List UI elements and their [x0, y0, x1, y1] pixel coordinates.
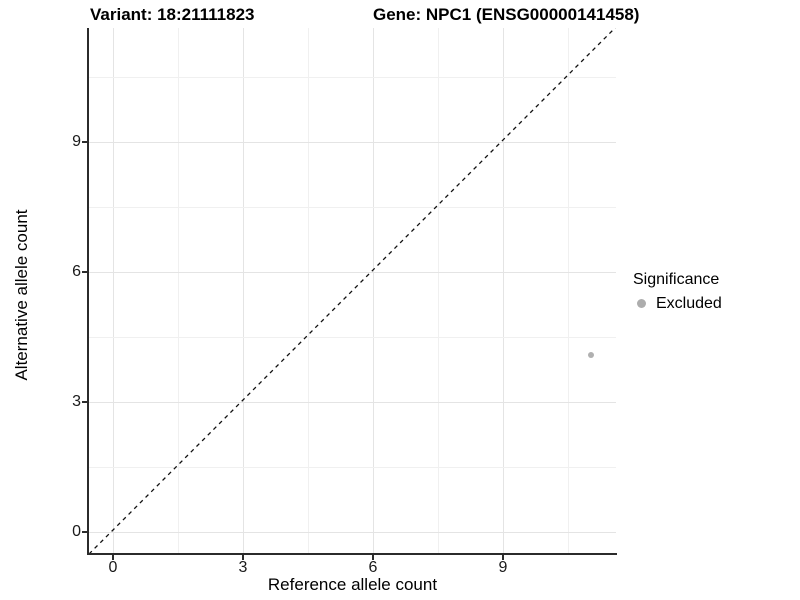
y-tick-label: 6 [72, 263, 81, 280]
x-tick-label: 0 [108, 559, 118, 576]
legend-title: Significance [633, 271, 720, 288]
gridline-h-major [89, 142, 616, 143]
gridline-h-minor [89, 337, 616, 338]
gridline-v-major [113, 28, 114, 554]
gridline-v-major [243, 28, 244, 554]
x-tick [242, 555, 244, 560]
legend-item-label: Excluded [656, 295, 722, 312]
y-tick [82, 141, 87, 143]
gridline-h-major [89, 532, 616, 533]
y-tick [82, 531, 87, 533]
gridline-h-major [89, 272, 616, 273]
gridline-h-minor [89, 77, 616, 78]
x-tick [112, 555, 114, 560]
data-point-excluded [588, 352, 594, 358]
x-tick-label: 3 [238, 559, 248, 576]
gridline-v-minor [178, 28, 179, 554]
gridline-h-minor [89, 207, 616, 208]
y-axis-line [87, 28, 89, 555]
y-tick-label: 9 [72, 133, 81, 150]
y-tick [82, 401, 87, 403]
legend: Significance Excluded [633, 270, 722, 314]
plot-panel [89, 28, 616, 554]
x-tick-label: 6 [368, 559, 378, 576]
gridline-v-major [503, 28, 504, 554]
y-tick [82, 271, 87, 273]
y-tick-label: 3 [72, 393, 81, 410]
gridline-v-major [373, 28, 374, 554]
gridline-h-minor [89, 467, 616, 468]
plot-title-gene: Gene: NPC1 (ENSG00000141458) [373, 5, 640, 24]
y-tick-label: 0 [72, 523, 81, 540]
gridline-v-minor [438, 28, 439, 554]
plot-title-variant: Variant: 18:21111823 [90, 5, 255, 24]
legend-item-excluded: Excluded [633, 294, 722, 314]
x-tick-label: 9 [498, 559, 508, 576]
gridline-v-minor [308, 28, 309, 554]
gridline-v-minor [568, 28, 569, 554]
x-axis-title: Reference allele count [267, 575, 438, 594]
x-tick [372, 555, 374, 560]
y-axis-title: Alternative allele count [12, 209, 31, 381]
x-axis-line [87, 553, 617, 555]
identity-line [89, 28, 616, 554]
legend-point-icon [637, 299, 646, 308]
x-tick [502, 555, 504, 560]
gridline-h-major [89, 402, 616, 403]
